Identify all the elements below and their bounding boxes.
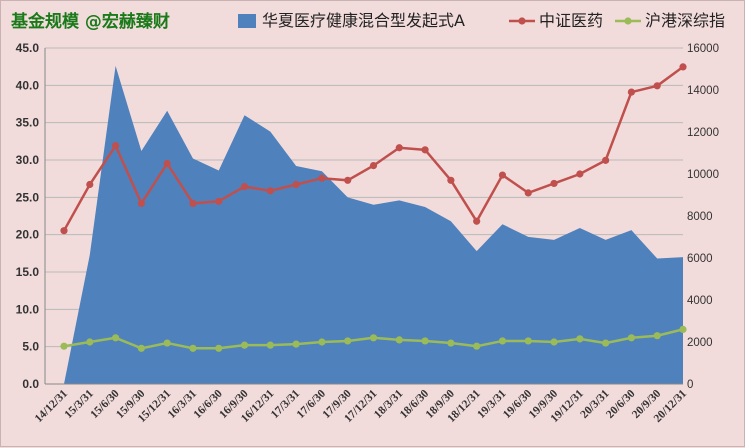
series-point-0 [653,82,661,90]
series-point-1 [369,334,378,342]
right-tick-label: 10000 [687,169,719,181]
series-point-0 [266,187,274,195]
series-point-0 [395,144,403,152]
series-point-0 [344,176,352,184]
legend: 基金规模 @宏赫臻财 华夏医疗健康混合型发起式A 中证医药 沪港深综指 [10,11,725,32]
legend-label-1: 中证医药 [539,11,603,30]
series-point-0 [215,197,223,205]
series-point-0 [60,227,68,235]
series-point-1 [498,337,507,345]
left-tick-label: 30.0 [16,153,40,167]
right-tick-label: 12000 [687,127,719,139]
series-point-1 [550,338,558,346]
right-tick-label: 0 [687,379,693,391]
legend-swatch-0 [238,14,256,28]
series-point-0 [292,180,300,189]
series-point-1 [189,344,197,352]
left-tick-label: 40.0 [16,78,40,92]
series-point-1 [266,341,274,349]
series-point-0 [498,171,507,179]
right-tick-label: 8000 [687,211,713,223]
chart-title: 基金规模 @宏赫臻财 [10,11,170,32]
series-point-0 [111,142,120,150]
series-point-1 [60,342,68,350]
series-point-1 [240,341,249,349]
series-point-1 [524,337,532,345]
series-point-0 [86,180,94,189]
series-point-0 [524,189,532,197]
series-point-1 [602,339,610,347]
right-tick-label: 2000 [687,337,713,349]
series-point-0 [473,217,481,225]
line-series [60,63,687,352]
left-tick-label: 15.0 [16,265,40,279]
legend-marker-2 [624,17,632,25]
series-point-1 [447,339,455,347]
left-tick-label: 0.0 [22,377,39,391]
series-point-1 [421,337,429,345]
legend-marker-1 [518,17,526,25]
series-point-0 [137,199,145,207]
series-point-0 [369,162,378,170]
legend-label-0: 华夏医疗健康混合型发起式A [262,11,465,30]
series-point-1 [215,344,223,352]
series-point-0 [627,88,636,96]
right-tick-label: 4000 [687,295,713,307]
series-point-0 [550,179,558,188]
series-point-1 [86,338,94,346]
right-tick-label: 14000 [687,85,719,97]
series-point-1 [111,334,120,342]
legend-label-2: 沪港深综指 [645,11,725,30]
series-point-1 [653,332,661,340]
series-point-1 [318,338,326,346]
series-point-1 [137,344,145,352]
series-point-1 [395,336,403,344]
left-tick-label: 45.0 [16,41,40,55]
series-point-1 [163,339,171,347]
series-point-0 [189,199,197,207]
series-point-1 [292,340,300,348]
right-tick-label: 16000 [687,43,719,55]
series-point-0 [679,63,687,71]
series-point-0 [576,170,584,178]
x-tick-label: 14/12/31 [33,387,71,425]
series-point-1 [344,337,352,345]
left-tick-label: 10.0 [16,302,40,316]
right-tick-label: 6000 [687,253,713,265]
series-point-1 [473,342,481,350]
series-point-0 [163,159,171,168]
left-tick-label: 5.0 [22,340,39,354]
series-point-0 [318,174,326,182]
series-point-0 [447,176,455,184]
area-series-fill [64,65,683,385]
series-point-0 [602,156,610,164]
series-point-1 [576,335,584,343]
left-tick-label: 25.0 [16,190,40,204]
series-point-0 [240,183,249,191]
series-point-1 [627,334,636,342]
area-series [64,65,683,385]
left-tick-label: 35.0 [16,116,40,130]
series-point-0 [421,146,429,154]
series-point-1 [679,325,687,333]
left-tick-label: 20.0 [16,228,40,242]
